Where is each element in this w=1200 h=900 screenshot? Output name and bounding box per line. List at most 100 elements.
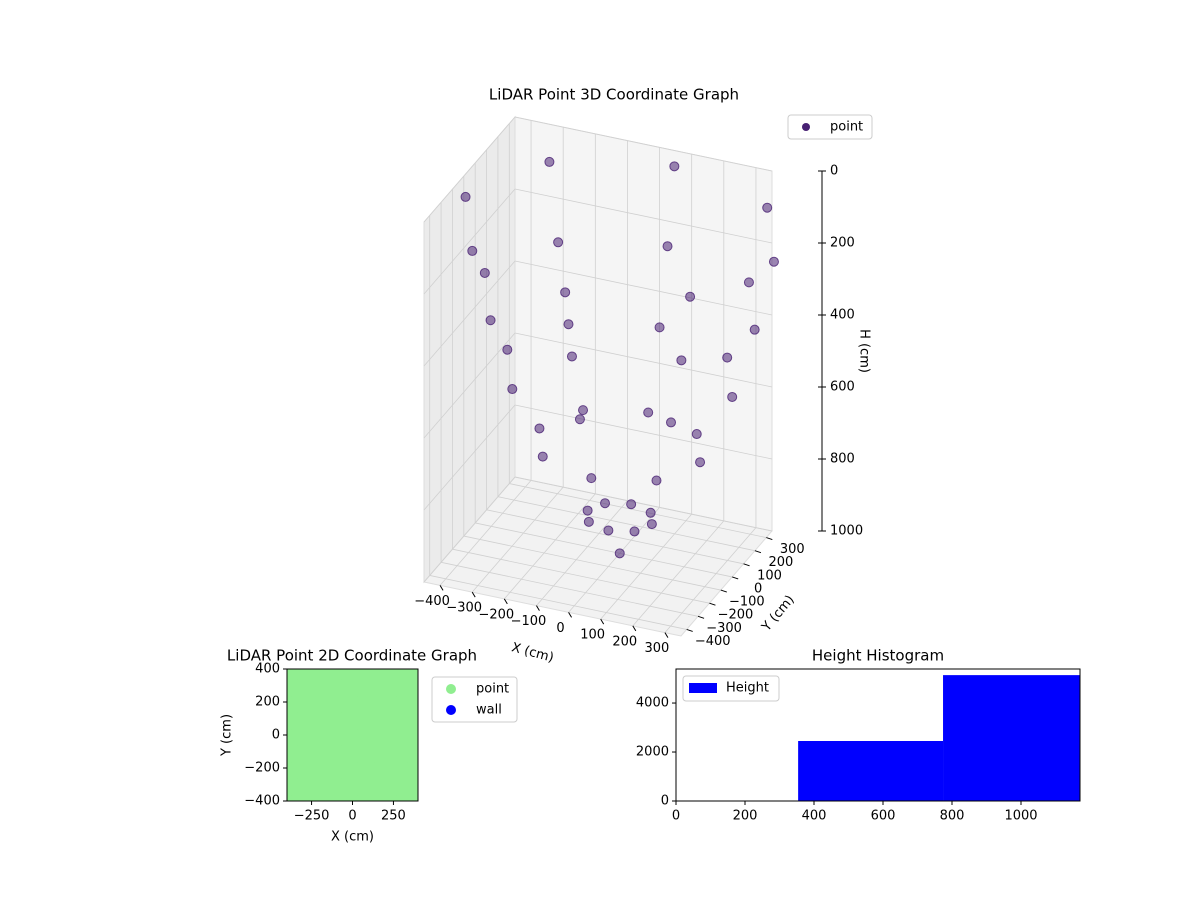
legend-marker [802, 123, 810, 131]
point [586, 473, 597, 484]
chart-title: Height Histogram [812, 647, 944, 665]
y-tick-label: 2000 [636, 745, 669, 760]
y-tick [686, 628, 693, 632]
grid-line [664, 527, 757, 633]
point [406, 669, 418, 681]
x-tick [600, 618, 605, 625]
grid-line [632, 520, 725, 627]
grid-line [486, 509, 744, 565]
point [662, 241, 673, 252]
point [669, 161, 680, 172]
x-tick-label: 0 [672, 809, 680, 824]
point [685, 291, 696, 302]
grid-line [497, 496, 756, 552]
point [645, 507, 656, 518]
bar [943, 675, 1080, 801]
x-tick [471, 591, 476, 598]
y-tick-label: 0 [272, 728, 280, 743]
x-tick [503, 598, 508, 605]
point [583, 516, 594, 527]
grid-line [514, 188, 773, 244]
y-tick-label: −200 [718, 608, 754, 623]
point [574, 414, 585, 425]
grid-line [568, 507, 660, 613]
point [643, 407, 654, 418]
legend-box [682, 675, 780, 702]
x-tick-label: 0 [348, 809, 356, 824]
point [600, 498, 611, 509]
grid-line [471, 486, 564, 593]
point [629, 526, 640, 537]
grid-line [423, 476, 516, 583]
x-tick-label: 600 [871, 809, 896, 824]
point [743, 277, 754, 288]
y-tick [720, 589, 727, 593]
y-tick-label: 200 [769, 555, 794, 570]
x-tick [439, 585, 444, 591]
point [479, 267, 490, 278]
point [727, 391, 738, 402]
y-tick-label: 200 [255, 695, 280, 710]
point [563, 319, 574, 330]
x-tick-label: 200 [612, 634, 637, 649]
point [502, 344, 513, 355]
y-tick-label: −300 [706, 621, 742, 636]
point [467, 245, 478, 256]
point [722, 352, 733, 363]
point [537, 451, 548, 462]
point [485, 315, 496, 326]
x-tick-label: −200 [478, 607, 514, 622]
grid-line [429, 575, 687, 630]
grid-line [423, 260, 516, 367]
z-tick-label: 1000 [830, 524, 863, 539]
point [582, 505, 593, 516]
point [695, 457, 706, 468]
grid-line [440, 561, 699, 617]
z-axis-label: H (cm) [857, 329, 872, 373]
legend-label: point [830, 120, 863, 135]
point [691, 429, 702, 440]
grid-line [514, 116, 773, 172]
grid-line [514, 260, 773, 316]
points [287, 669, 418, 801]
grid-line [514, 332, 773, 388]
z-tick-label: 600 [830, 380, 855, 395]
bar [798, 741, 944, 801]
x-tick-label: −250 [294, 809, 330, 824]
z-tick-label: 200 [830, 236, 855, 251]
x-tick-label: 400 [802, 809, 827, 824]
legend-marker [689, 683, 717, 693]
z-tick-label: 0 [830, 164, 838, 179]
point [768, 256, 779, 267]
x-tick-label: 300 [645, 641, 670, 656]
y-tick [766, 537, 773, 541]
chart-title: LiDAR Point 3D Coordinate Graph [489, 86, 739, 104]
point [676, 355, 687, 366]
point [626, 499, 637, 510]
point [560, 287, 571, 298]
x-tick-label: 800 [940, 809, 965, 824]
point [578, 405, 589, 416]
x-tick-label: 250 [381, 809, 406, 824]
grid-line [452, 548, 710, 604]
axes-frame [675, 668, 1081, 802]
grid-line [423, 332, 516, 439]
point [651, 475, 662, 486]
y-tick-label: −400 [695, 634, 731, 649]
z-tick-label: 800 [830, 452, 855, 467]
point [614, 548, 625, 559]
y-tick-label: 300 [780, 542, 805, 557]
grid-line [514, 476, 773, 532]
x-tick-label: −100 [511, 614, 547, 629]
grid-line [475, 522, 733, 578]
grid-line [423, 404, 516, 511]
grid-line [504, 493, 596, 600]
point [534, 423, 545, 434]
y-tick [732, 576, 739, 580]
y-tick [709, 602, 716, 606]
y-tick-label: 400 [255, 662, 280, 677]
legend-box [787, 114, 873, 140]
legend-label: Height [726, 681, 769, 696]
legend-label: point [476, 682, 509, 697]
